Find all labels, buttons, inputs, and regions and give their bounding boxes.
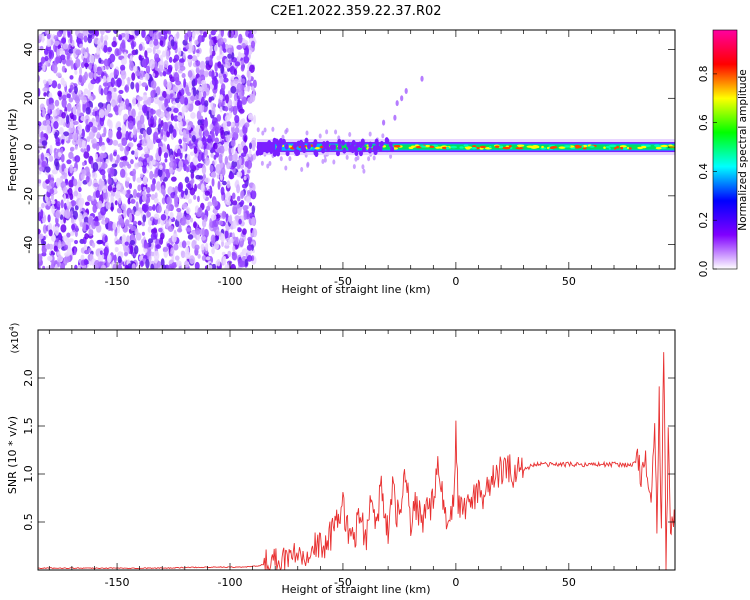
snr-panel: -150 -100 -50 0 50 0.5 1.0 1.5 2.0 Height of st… bbox=[6, 322, 676, 596]
spectrogram-frame bbox=[37, 29, 676, 270]
spectrogram-panel: -150 -100 -50 0 50 -40 -20 0 20 40 Height of str… bbox=[6, 29, 676, 296]
snr-x-tick-label: 50 bbox=[562, 576, 576, 589]
snr-y-tick-label: 1.0 bbox=[22, 465, 35, 483]
spectrogram-x-ticks: -150 -100 -50 0 50 bbox=[48, 30, 660, 288]
spectrogram-signal-band bbox=[255, 137, 675, 158]
colorbar: 0.0 0.2 0.4 0.6 0.8 Normalized spectral ampl… bbox=[698, 29, 749, 278]
colorbar-tick-label: 0.2 bbox=[698, 212, 710, 229]
snr-y-scale-label: (x104) bbox=[8, 322, 21, 353]
snr-frame bbox=[37, 329, 676, 571]
colorbar-frame bbox=[712, 29, 738, 270]
spectrogram-x-tick-label: 50 bbox=[562, 275, 576, 288]
spectrogram-x-label: Height of straight line (km) bbox=[281, 283, 430, 296]
spectrogram-x-tick-label: -100 bbox=[218, 275, 243, 288]
colorbar-label: Normalized spectral amplitude bbox=[737, 69, 749, 230]
spectrogram-y-tick-label: -40 bbox=[22, 236, 35, 254]
spectrogram-x-tick-label: 0 bbox=[452, 275, 459, 288]
snr-y-ticks: 0.5 1.0 1.5 2.0 bbox=[22, 369, 675, 531]
figure-title: C2E1.2022.359.22.37.R02 bbox=[270, 4, 441, 19]
snr-x-label: Height of straight line (km) bbox=[281, 583, 430, 596]
spectrogram-scatter-field bbox=[38, 30, 424, 269]
spectrogram-x-tick-label: -150 bbox=[105, 275, 130, 288]
snr-x-tick-label: -50 bbox=[334, 576, 352, 589]
snr-y-tick-label: 2.0 bbox=[22, 369, 35, 387]
spectrogram-y-tick-label: 0 bbox=[22, 144, 35, 151]
colorbar-gradient bbox=[713, 30, 737, 269]
snr-x-tick-label: -150 bbox=[105, 576, 130, 589]
spectrogram-y-tick-label: 20 bbox=[22, 91, 35, 105]
spectrogram-y-ticks: -40 -20 0 20 40 bbox=[22, 43, 675, 254]
colorbar-tick-label: 0.6 bbox=[698, 114, 710, 131]
snr-y-label: SNR (10 * v/v) bbox=[6, 416, 19, 494]
snr-x-tick-label: -100 bbox=[218, 576, 243, 589]
spectrogram-y-label: Frequency (Hz) bbox=[6, 109, 19, 192]
colorbar-tick-label: 0.4 bbox=[698, 163, 710, 180]
spectrogram-y-tick-label: -20 bbox=[22, 187, 35, 205]
spectrogram-x-tick-label: -50 bbox=[334, 275, 352, 288]
snr-x-ticks: -150 -100 -50 0 50 bbox=[48, 330, 660, 589]
snr-y-tick-label: 0.5 bbox=[22, 513, 35, 531]
snr-y-tick-label: 1.5 bbox=[22, 417, 35, 435]
colorbar-tick-label: 0.8 bbox=[698, 66, 710, 83]
snr-series bbox=[38, 352, 675, 570]
colorbar-tick-label: 0.0 bbox=[698, 261, 710, 278]
snr-x-tick-label: 0 bbox=[452, 576, 459, 589]
colorbar-ticks: 0.0 0.2 0.4 0.6 0.8 bbox=[698, 66, 717, 278]
snr-series-line bbox=[38, 352, 675, 570]
spectrogram-y-tick-label: 40 bbox=[22, 43, 35, 57]
